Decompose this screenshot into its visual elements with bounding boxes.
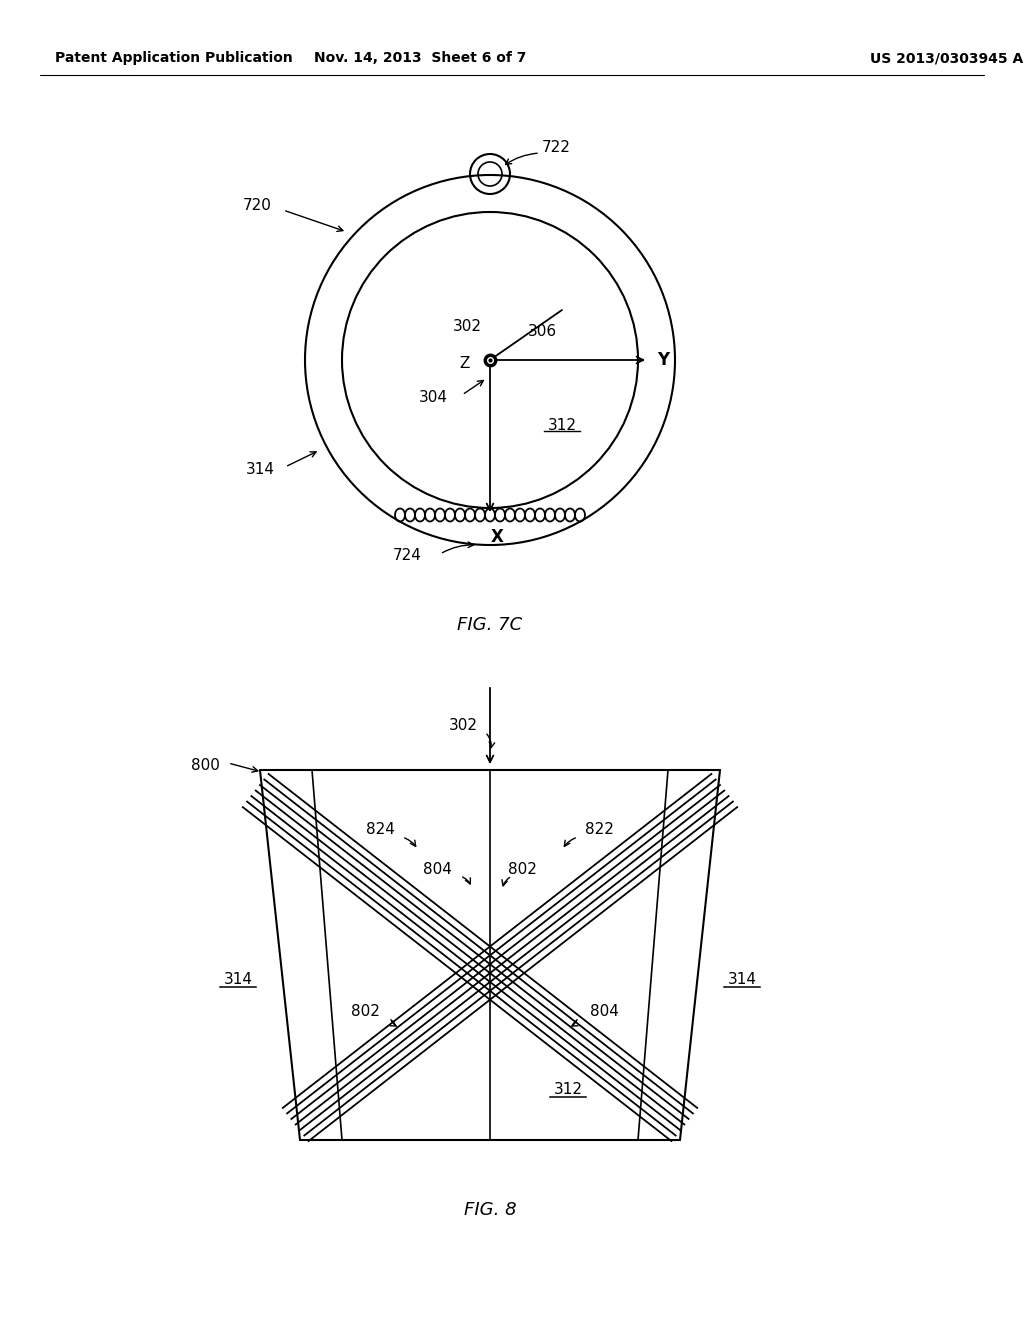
Text: FIG. 7C: FIG. 7C [458, 616, 522, 634]
Text: 312: 312 [548, 417, 577, 433]
Text: Patent Application Publication: Patent Application Publication [55, 51, 293, 65]
Text: 314: 314 [223, 973, 253, 987]
Text: 314: 314 [727, 973, 757, 987]
Text: 804: 804 [423, 862, 452, 878]
Text: 720: 720 [243, 198, 272, 213]
Text: 804: 804 [590, 1005, 618, 1019]
Text: 824: 824 [367, 822, 395, 837]
Text: 302: 302 [453, 319, 482, 334]
Text: 722: 722 [542, 140, 570, 154]
Text: Y: Y [657, 351, 669, 370]
Text: 800: 800 [191, 758, 220, 772]
Text: 802: 802 [508, 862, 537, 878]
Text: 724: 724 [393, 549, 422, 564]
Text: 306: 306 [528, 325, 557, 339]
Text: Nov. 14, 2013  Sheet 6 of 7: Nov. 14, 2013 Sheet 6 of 7 [313, 51, 526, 65]
Text: Z: Z [460, 355, 470, 371]
Text: 822: 822 [585, 822, 613, 837]
Text: 314: 314 [246, 462, 275, 478]
Text: 802: 802 [351, 1005, 380, 1019]
Text: X: X [490, 528, 504, 546]
Text: 302: 302 [449, 718, 478, 733]
Text: US 2013/0303945 A1: US 2013/0303945 A1 [870, 51, 1024, 65]
Text: 304: 304 [419, 391, 449, 405]
Text: 312: 312 [554, 1082, 583, 1097]
Text: FIG. 8: FIG. 8 [464, 1201, 516, 1218]
